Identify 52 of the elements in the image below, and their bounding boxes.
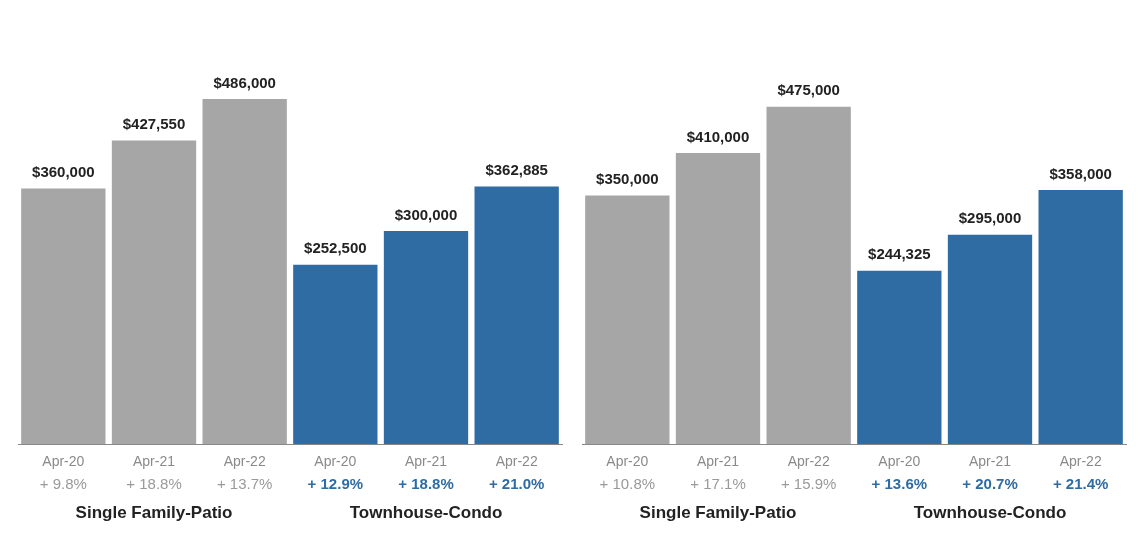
text: + 12.9% <box>307 474 364 492</box>
data-label: $300,000 <box>394 205 458 223</box>
data-label: $475,000 <box>777 81 840 99</box>
bar <box>1038 189 1123 445</box>
text: + 13.6% <box>871 474 928 492</box>
bar <box>585 195 670 445</box>
bar <box>202 98 287 445</box>
bar <box>947 234 1033 445</box>
data-label: $360,000 <box>32 163 95 181</box>
text: Single Family-Patio <box>75 503 233 523</box>
text: + 18.8% <box>126 474 182 492</box>
x-tick-label: Apr-20 <box>314 453 357 470</box>
text: + 17.1% <box>690 474 746 492</box>
bar <box>675 152 761 445</box>
bar <box>21 188 106 445</box>
data-label: $486,000 <box>213 73 276 91</box>
x-tick-label: Apr-22 <box>787 453 830 470</box>
text: + 21.0% <box>488 474 545 492</box>
bar <box>111 140 197 445</box>
x-tick-label: Apr-21 <box>132 453 176 470</box>
bar <box>474 186 559 445</box>
text: + 15.9% <box>780 474 837 492</box>
text: + 10.8% <box>599 474 656 492</box>
x-tick-label: Apr-21 <box>404 453 448 470</box>
data-label: $350,000 <box>596 170 659 188</box>
data-label: $427,550 <box>122 115 186 133</box>
bar <box>293 264 378 445</box>
x-tick-label: Apr-20 <box>606 453 649 470</box>
text: + 9.8% <box>39 474 87 492</box>
x-tick-label: Apr-22 <box>495 453 538 470</box>
bar <box>857 270 942 445</box>
data-label: $295,000 <box>958 209 1022 227</box>
x-tick-label: Apr-22 <box>223 453 266 470</box>
data-label: $362,885 <box>485 161 548 179</box>
text: + 20.7% <box>962 474 1018 492</box>
text: + 13.7% <box>216 474 273 492</box>
x-tick-label: Apr-22 <box>1059 453 1102 470</box>
x-tick-label: Apr-21 <box>968 453 1012 470</box>
x-tick-label: Apr-21 <box>696 453 740 470</box>
text: Single Family-Patio <box>639 503 797 523</box>
data-label: $244,325 <box>868 245 931 263</box>
data-label: $410,000 <box>686 127 750 145</box>
text: Townhouse-Condo <box>913 503 1067 523</box>
x-tick-label: Apr-20 <box>878 453 921 470</box>
text: + 18.8% <box>398 474 454 492</box>
text: + 21.4% <box>1052 474 1109 492</box>
x-tick-label: Apr-20 <box>42 453 85 470</box>
bar <box>766 106 851 445</box>
bar <box>383 231 469 445</box>
data-label: $358,000 <box>1049 164 1112 182</box>
text: Townhouse-Condo <box>349 503 503 523</box>
data-label: $252,500 <box>304 239 367 257</box>
